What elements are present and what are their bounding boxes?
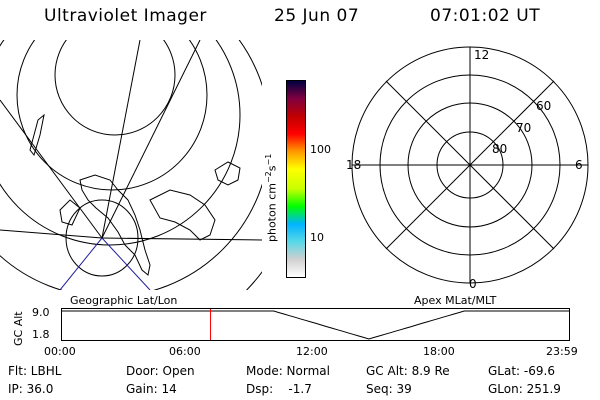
coastline	[79, 174, 151, 276]
status-ip: IP: 36.0	[8, 382, 54, 396]
altitude-curve	[62, 310, 570, 340]
timeline-ytick-high: 9.0	[32, 306, 50, 319]
colorbar-gradient	[287, 81, 305, 277]
coastline	[59, 199, 81, 226]
lat-circle	[16, 40, 208, 191]
status-glat: GLat: -69.6	[488, 364, 555, 378]
timeline-frame	[61, 308, 570, 341]
colorbar	[286, 80, 306, 278]
meridian-line	[101, 237, 262, 241]
colorbar-tick-100: 100	[310, 143, 331, 156]
mlt-line-diag	[385, 80, 555, 250]
coastline	[214, 161, 241, 186]
meridian-line	[101, 40, 201, 239]
status-door: Door: Open	[126, 364, 195, 378]
apex-polar-plot: 12 18 6 0 60 70 80	[346, 46, 589, 290]
mlt-label-12: 12	[474, 48, 489, 62]
meridian-line	[0, 229, 103, 239]
timeline-plot	[61, 308, 570, 341]
coastline	[29, 113, 45, 157]
meridian-line	[0, 99, 103, 239]
timeline-xtick-1800: 18:00	[423, 345, 455, 358]
lat-circle	[54, 40, 176, 136]
mlat-label-80: 80	[492, 142, 507, 156]
geographic-map	[0, 40, 262, 290]
mlt-label-18: 18	[346, 158, 361, 172]
status-glon: GLon: 251.9	[488, 382, 561, 396]
status-seq: Seq: 39	[366, 382, 412, 396]
meridian-line	[101, 237, 151, 290]
geographic-panel-label: Geographic Lat/Lon	[70, 294, 178, 307]
status-gain: Gain: 14	[126, 382, 177, 396]
status-dsp: Dsp: -1.7	[246, 382, 312, 396]
coastline	[149, 189, 216, 241]
colorbar-tick-10: 10	[310, 231, 324, 244]
timeline-xtick-0600: 06:00	[169, 345, 201, 358]
mlat-label-70: 70	[516, 121, 531, 135]
colorbar-unit-label: photon cm−2s−1	[264, 153, 279, 242]
status-gc-alt: GC Alt: 8.9 Re	[366, 364, 450, 378]
status-mode: Mode: Normal	[246, 364, 330, 378]
timeline-xtick-2359: 23:59	[546, 345, 578, 358]
instrument-title: Ultraviolet Imager	[44, 6, 207, 26]
status-filter: Flt: LBHL	[8, 364, 62, 378]
lat-circle	[0, 40, 241, 246]
meridian-line	[101, 40, 141, 239]
timeline-ylabel: GC Alt	[12, 311, 25, 346]
timeline-ytick-low: 1.8	[32, 328, 50, 341]
observation-date: 25 Jun 07	[274, 6, 360, 26]
timeline-xtick-0000: 00:00	[44, 345, 76, 358]
timeline-xtick-1200: 12:00	[296, 345, 328, 358]
apex-panel-label: Apex MLat/MLT	[414, 294, 497, 307]
observation-time: 07:01:02 UT	[430, 6, 541, 26]
meridian-line	[59, 237, 103, 290]
mlt-label-0: 0	[469, 277, 477, 290]
mlat-label-60: 60	[536, 99, 551, 113]
mlt-label-6: 6	[575, 158, 583, 172]
